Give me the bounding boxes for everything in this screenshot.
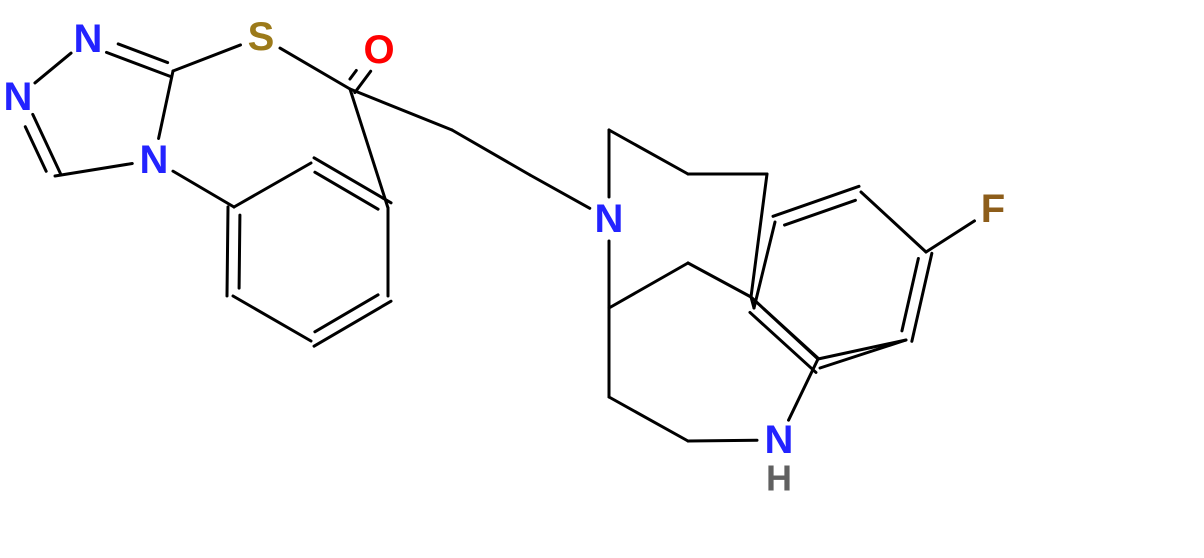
atom-label: O (363, 28, 394, 72)
atom-label: N (765, 418, 794, 462)
atom-label: N (140, 138, 169, 182)
atom-sub-label: H (766, 458, 792, 499)
atom-label: N (595, 197, 624, 241)
atom-label: S (248, 15, 275, 59)
chemical-structure: NNNSONNHF (0, 0, 1204, 558)
atom-label: F (981, 187, 1005, 231)
atom-label: N (4, 75, 33, 119)
atom-label: N (74, 17, 103, 61)
